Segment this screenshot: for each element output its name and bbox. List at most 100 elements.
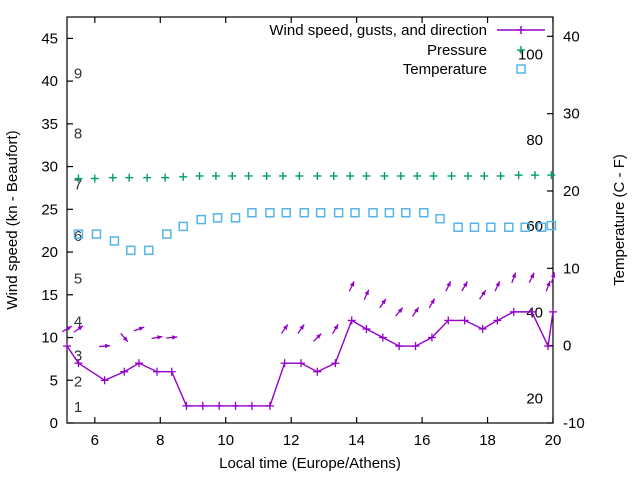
x-tick-label: 20 <box>545 432 562 449</box>
beaufort-label: 4 <box>74 313 82 330</box>
series-wind-speed <box>63 307 557 410</box>
arrow-head <box>138 326 145 331</box>
wind-direction-arrow <box>379 298 387 309</box>
y-tick-label: 25 <box>41 201 58 218</box>
beaufort-label: 6 <box>74 228 82 245</box>
beaufort-label: 8 <box>74 125 82 142</box>
wind-direction-arrow <box>445 280 452 292</box>
temperature-marker <box>196 214 206 225</box>
beaufort-label: 7 <box>74 177 82 194</box>
wind-direction-arrow <box>494 280 501 292</box>
arrow-head <box>77 325 83 331</box>
wind-direction-arrow <box>133 326 145 332</box>
temperature-marker <box>350 207 360 218</box>
y-axis-right-title: Temperature (C - F) <box>611 154 628 286</box>
arrow-head <box>550 272 556 278</box>
y-axis-left-ticks: 0 5 10 15 20 25 30 35 40 45 <box>41 30 73 432</box>
temperature-marker <box>400 207 411 218</box>
y2-tick-label: -10 <box>563 415 585 432</box>
temperature-marker <box>73 229 84 239</box>
arrow-head <box>462 281 468 287</box>
x-tick-label: 14 <box>348 432 365 449</box>
temperature-marker <box>178 221 188 232</box>
temperature-marker <box>536 222 547 233</box>
arrow-head <box>122 336 128 342</box>
x-tick-label: 18 <box>479 432 496 449</box>
temperature-marker <box>435 213 445 224</box>
beaufort-label: 1 <box>74 399 82 416</box>
fahrenheit-label: 40 <box>526 305 543 322</box>
fahrenheit-label: 100 <box>518 46 543 63</box>
arrow-head <box>495 281 500 287</box>
y-tick-label: 30 <box>41 159 58 176</box>
x-tick-label: 6 <box>91 432 99 449</box>
wind-direction-arrow <box>528 272 535 283</box>
temperature-marker <box>91 229 102 239</box>
wind-direction-arrow <box>151 335 163 340</box>
temperature-marker <box>486 222 496 233</box>
wind-direction-arrow <box>545 280 551 292</box>
arrow-head <box>104 343 111 349</box>
legend-label: Wind speed, gusts, and direction <box>269 22 487 39</box>
temperature-marker <box>299 207 310 218</box>
wind-direction-arrow <box>332 323 339 335</box>
beaufort-label: 5 <box>74 271 82 288</box>
wind-direction-arrow <box>428 298 436 309</box>
wind-direction-arrow <box>280 324 289 334</box>
arrow-head <box>283 324 288 330</box>
chart-legend: Wind speed, gusts, and direction Pressure… <box>269 22 545 78</box>
arrow-head <box>546 281 551 287</box>
legend-label: Temperature <box>403 61 487 78</box>
y2-tick-label: 30 <box>563 106 580 123</box>
wind-direction-arrow <box>120 332 129 343</box>
arrow-head <box>172 335 178 340</box>
wind-direction-arrow <box>478 289 487 300</box>
temperature-marker <box>126 245 136 256</box>
wind-direction-arrow <box>395 307 404 317</box>
temperature-marker <box>315 207 326 218</box>
arrow-head <box>66 326 72 331</box>
wind-direction-arrow <box>73 325 84 333</box>
wind-direction-arrow <box>550 272 556 284</box>
arrow-head <box>333 324 339 330</box>
series-pressure <box>74 171 556 183</box>
y-tick-label: 15 <box>41 287 58 304</box>
arrow-head <box>316 333 322 339</box>
temperature-marker <box>230 213 241 223</box>
x-axis-ticks: 6 8 10 12 14 16 18 20 <box>91 17 562 449</box>
y2-tick-label: 0 <box>563 338 571 355</box>
legend-label: Pressure <box>427 42 487 59</box>
temperature-marker <box>247 207 257 218</box>
y-tick-label: 0 <box>50 415 58 432</box>
temperature-marker <box>546 220 557 231</box>
temperature-marker <box>109 236 120 246</box>
wind-direction-arrow <box>363 289 370 301</box>
beaufort-label: 3 <box>74 348 82 365</box>
arrow-head <box>157 335 163 340</box>
y2-tick-label: 20 <box>563 183 580 200</box>
arrow-head <box>430 298 435 305</box>
arrow-head <box>529 272 535 279</box>
y-axis-right-ticks: -10 0 10 20 30 40 <box>547 28 585 432</box>
plot-border <box>66 16 554 424</box>
fahrenheit-label: 80 <box>526 132 543 149</box>
arrow-head <box>413 307 419 313</box>
arrow-head <box>511 272 516 279</box>
wind-direction-arrow <box>297 324 305 334</box>
arrow-head <box>349 281 355 287</box>
wind-direction-arrow <box>99 343 111 349</box>
beaufort-scale-labels: 1 2 3 4 5 6 7 8 9 <box>74 66 82 416</box>
temperature-marker <box>418 207 429 218</box>
wind-direction-arrow <box>411 307 420 317</box>
wind-direction-arrows <box>61 272 556 349</box>
legend-marker-sample <box>516 64 526 74</box>
wind-direction-arrow <box>313 333 322 342</box>
temperature-marker <box>504 222 514 233</box>
x-axis-title: Local time (Europe/Athens) <box>219 455 401 472</box>
y2-tick-label: 40 <box>563 28 580 45</box>
x-tick-label: 12 <box>283 432 300 449</box>
fahrenheit-label: 20 <box>526 390 543 407</box>
